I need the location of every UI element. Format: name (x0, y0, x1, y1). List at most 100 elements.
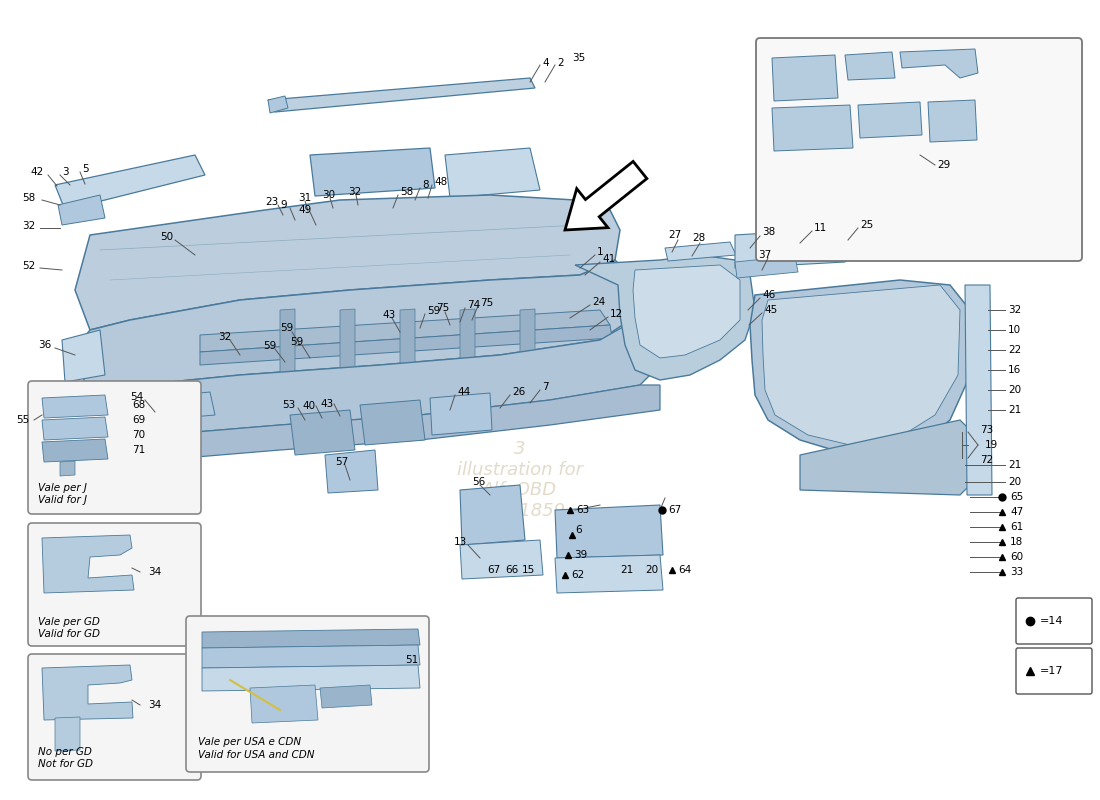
Polygon shape (324, 450, 378, 493)
Text: 23: 23 (265, 197, 278, 207)
Text: Vale per J: Vale per J (39, 483, 87, 493)
Polygon shape (60, 461, 75, 476)
Text: 38: 38 (762, 227, 776, 237)
Text: 35: 35 (572, 53, 585, 63)
Polygon shape (100, 385, 660, 465)
Text: =17: =17 (1040, 666, 1064, 676)
Text: 26: 26 (512, 387, 526, 397)
Text: 36: 36 (39, 340, 52, 350)
Text: 30: 30 (322, 190, 335, 200)
Text: 75: 75 (480, 298, 493, 308)
Text: 58: 58 (400, 187, 414, 197)
Text: 56: 56 (472, 477, 485, 487)
Polygon shape (290, 410, 355, 455)
Text: 61: 61 (1010, 522, 1023, 532)
Text: 73: 73 (980, 425, 993, 435)
FancyArrow shape (565, 162, 647, 230)
Polygon shape (202, 645, 420, 668)
Polygon shape (62, 330, 104, 382)
Polygon shape (55, 155, 205, 210)
Text: 32: 32 (218, 332, 231, 342)
Polygon shape (320, 685, 372, 708)
Text: 21: 21 (1008, 405, 1021, 415)
Text: 75: 75 (436, 303, 449, 313)
Text: 47: 47 (1010, 507, 1023, 517)
Text: Vale per GD: Vale per GD (39, 617, 100, 627)
Text: 59: 59 (263, 341, 276, 351)
Text: No per GD: No per GD (39, 747, 92, 757)
Polygon shape (928, 100, 977, 142)
Text: 9: 9 (280, 200, 287, 210)
Polygon shape (556, 505, 663, 558)
Text: 62: 62 (571, 570, 584, 580)
Text: 43: 43 (320, 399, 333, 409)
Polygon shape (772, 55, 838, 101)
Polygon shape (800, 420, 975, 495)
Text: 63: 63 (576, 505, 590, 515)
Polygon shape (340, 309, 355, 386)
Text: 7: 7 (542, 382, 549, 392)
Text: 39: 39 (574, 550, 587, 560)
Polygon shape (200, 310, 610, 352)
Text: Valid for USA and CDN: Valid for USA and CDN (198, 750, 315, 760)
Text: 32: 32 (1008, 305, 1021, 315)
Polygon shape (772, 105, 852, 151)
Text: 44: 44 (456, 387, 471, 397)
Text: 52: 52 (22, 261, 35, 271)
Text: 57: 57 (336, 457, 349, 467)
Polygon shape (42, 395, 108, 418)
FancyBboxPatch shape (28, 381, 201, 514)
Polygon shape (42, 665, 133, 720)
Polygon shape (556, 555, 663, 593)
Text: Valid for J: Valid for J (39, 495, 87, 505)
Polygon shape (858, 102, 922, 138)
Text: 59: 59 (427, 306, 440, 316)
Text: Not for GD: Not for GD (39, 759, 94, 769)
Text: 59: 59 (280, 323, 294, 333)
Text: Valid for GD: Valid for GD (39, 629, 100, 639)
Text: 70: 70 (132, 430, 145, 440)
Text: 55: 55 (16, 415, 30, 425)
Text: 65: 65 (1010, 492, 1023, 502)
Text: 74: 74 (468, 300, 481, 310)
Text: 37: 37 (758, 250, 771, 260)
Text: Vale per USA e CDN: Vale per USA e CDN (198, 737, 301, 747)
Polygon shape (735, 256, 798, 278)
Text: 34: 34 (148, 567, 162, 577)
Text: 24: 24 (592, 297, 605, 307)
FancyBboxPatch shape (186, 616, 429, 772)
Polygon shape (78, 260, 635, 390)
Text: 20: 20 (1008, 385, 1021, 395)
Polygon shape (42, 439, 108, 462)
Text: 5: 5 (82, 164, 89, 174)
Polygon shape (202, 665, 420, 691)
Polygon shape (200, 325, 612, 365)
Polygon shape (446, 148, 540, 198)
Text: 3
illustration for
AlfaOBD
Alfa11859: 3 illustration for AlfaOBD Alfa11859 (456, 440, 583, 520)
Text: 43: 43 (382, 310, 395, 320)
Text: 66: 66 (505, 565, 518, 575)
Text: 49: 49 (298, 205, 311, 215)
Text: 12: 12 (610, 309, 624, 319)
Text: 42: 42 (30, 167, 43, 177)
Text: 45: 45 (764, 305, 778, 315)
Text: 2: 2 (557, 58, 563, 68)
Text: 19: 19 (984, 440, 999, 450)
Text: 68: 68 (132, 400, 145, 410)
Polygon shape (460, 540, 543, 579)
FancyBboxPatch shape (1016, 598, 1092, 644)
Text: 20: 20 (645, 565, 658, 575)
Text: 54: 54 (130, 392, 143, 402)
Text: 8: 8 (422, 180, 429, 190)
Text: 29: 29 (937, 160, 950, 170)
Text: 25: 25 (860, 220, 873, 230)
Text: 6: 6 (575, 525, 582, 535)
Text: =14: =14 (1040, 616, 1064, 626)
Text: 72: 72 (980, 455, 993, 465)
Text: 51: 51 (405, 655, 418, 665)
Polygon shape (666, 242, 736, 261)
FancyBboxPatch shape (28, 523, 201, 646)
Text: 60: 60 (1010, 552, 1023, 562)
Text: 69: 69 (132, 415, 145, 425)
Text: 64: 64 (678, 565, 691, 575)
